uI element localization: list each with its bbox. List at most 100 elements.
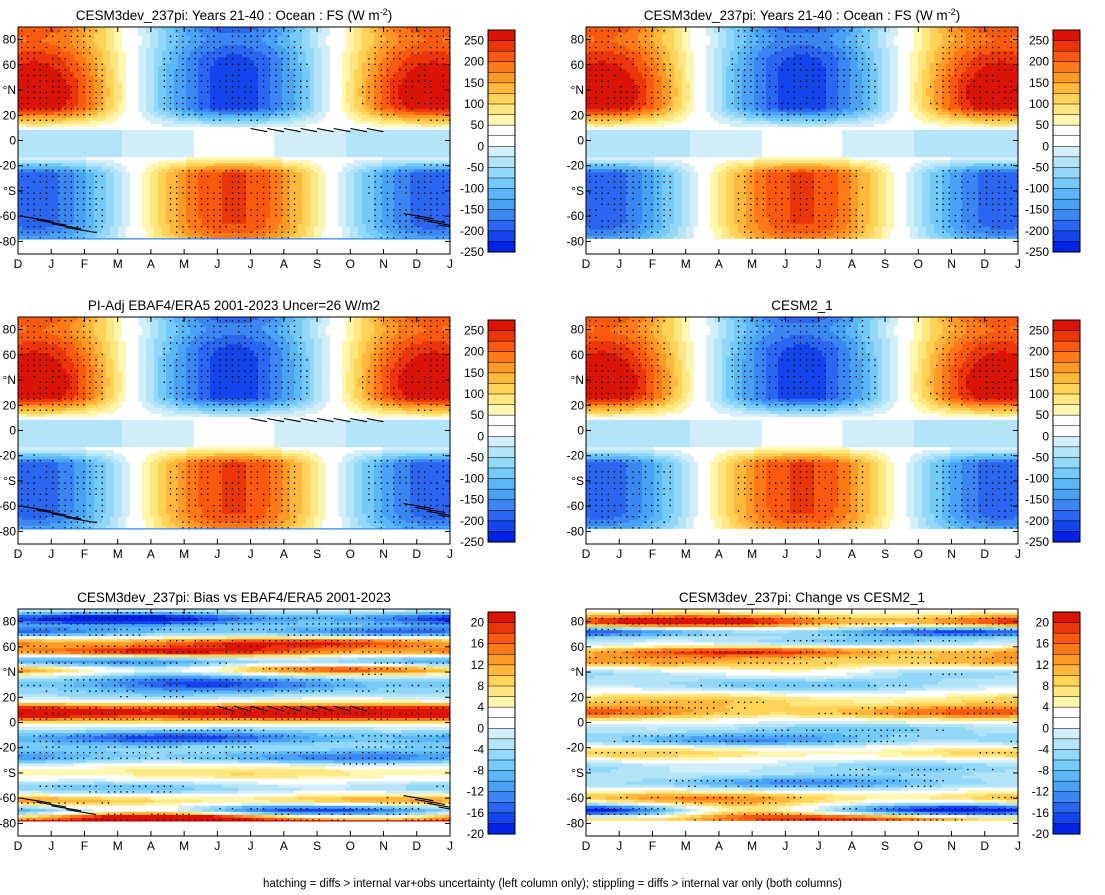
x-tick-label: S bbox=[881, 547, 889, 561]
x-tick-label: N bbox=[379, 547, 388, 561]
x-tick-label: J bbox=[616, 257, 622, 271]
y-axis: 80 60 °N 20 0 -20 °S -60 -80 bbox=[567, 33, 1018, 248]
y-tick-label: 60 bbox=[571, 640, 585, 654]
colorbar-segment bbox=[487, 457, 516, 469]
x-tick-label: F bbox=[81, 839, 88, 853]
colorbar-segment bbox=[1052, 103, 1081, 116]
colorbar-segment bbox=[487, 198, 516, 211]
x-tick-label: N bbox=[947, 839, 956, 853]
colorbar-segment bbox=[1052, 717, 1081, 729]
x-tick-label: F bbox=[649, 839, 656, 853]
colorbar: 250 200 150 100 50 0 -50 -100 -150 -200 -250 bbox=[460, 319, 516, 549]
hatching bbox=[21, 705, 450, 816]
colorbar-segment bbox=[1052, 50, 1081, 63]
colorbar-segment bbox=[1052, 209, 1081, 221]
colorbar-segment bbox=[487, 414, 516, 427]
colorbar-segment bbox=[1052, 823, 1081, 835]
colorbar-segment bbox=[487, 499, 516, 511]
colorbar-label: -12 bbox=[467, 785, 485, 799]
colorbar-segment bbox=[487, 103, 516, 116]
x-tick-label: J bbox=[616, 547, 622, 561]
y-tick-label: -80 bbox=[0, 816, 16, 830]
x-tick-label: D bbox=[582, 839, 591, 853]
colorbar-segment bbox=[1052, 29, 1081, 42]
y-tick-label: 80 bbox=[3, 33, 17, 47]
y-tick-label: -20 bbox=[0, 449, 16, 463]
colorbar-label: 100 bbox=[464, 97, 484, 111]
colorbar-segment bbox=[1052, 488, 1081, 501]
x-tick-label: J bbox=[1015, 257, 1021, 271]
colorbar-segment bbox=[1052, 510, 1081, 522]
hatching bbox=[21, 127, 450, 234]
colorbar-segment bbox=[487, 446, 516, 458]
x-tick-label: J bbox=[48, 257, 54, 271]
x-tick-label: D bbox=[980, 257, 989, 271]
colorbar-segment bbox=[487, 696, 516, 708]
x-tick-label: J bbox=[816, 257, 822, 271]
y-axis: 80 60 °N 20 0 -20 °S -60 -80 bbox=[567, 323, 1018, 538]
x-tick-label: A bbox=[280, 839, 288, 853]
y-tick-label: 0 bbox=[577, 716, 584, 730]
y-tick-label: -60 bbox=[0, 791, 16, 805]
colorbar-segment bbox=[487, 520, 516, 532]
colorbar-segment bbox=[487, 340, 516, 353]
y-tick-label: -80 bbox=[567, 524, 585, 538]
y-tick-label: 60 bbox=[571, 348, 585, 362]
colorbar-segment bbox=[487, 738, 516, 750]
stippling bbox=[21, 320, 450, 529]
colorbar-label: 4 bbox=[477, 700, 484, 714]
y-tick-label: -20 bbox=[567, 159, 585, 173]
colorbar-segment bbox=[1052, 812, 1081, 824]
colorbar-segment bbox=[1052, 230, 1081, 242]
x-tick-label: J bbox=[782, 547, 788, 561]
x-tick-label: M bbox=[681, 839, 691, 853]
y-axis: 80 60 °N 20 0 -20 °S -60 -80 bbox=[0, 615, 450, 830]
x-tick-label: D bbox=[14, 547, 23, 561]
colorbar-segment bbox=[1052, 198, 1081, 211]
colorbar-segment bbox=[487, 643, 516, 655]
x-tick-label: O bbox=[914, 839, 923, 853]
colorbar-segment bbox=[1052, 135, 1081, 147]
colorbar-label: -250 bbox=[460, 245, 484, 259]
stippling bbox=[21, 30, 450, 239]
y-tick-label: 0 bbox=[9, 424, 16, 438]
y-tick-label: -80 bbox=[567, 816, 585, 830]
x-tick-label: F bbox=[81, 257, 88, 271]
stippling bbox=[589, 320, 1018, 529]
panel-title: CESM3dev_237pi: Years 21-40 : Ocean : FS… bbox=[76, 7, 392, 23]
x-tick-label: A bbox=[848, 839, 856, 853]
colorbar-label: 250 bbox=[1029, 324, 1049, 338]
colorbar-segment bbox=[1052, 93, 1081, 105]
colorbar-segment bbox=[487, 467, 516, 480]
colorbar-segment bbox=[487, 611, 516, 624]
y-tick-label: -80 bbox=[0, 524, 16, 538]
x-tick-label: A bbox=[147, 257, 155, 271]
colorbar-segment bbox=[487, 436, 516, 448]
colorbar-segment bbox=[487, 230, 516, 242]
heatmap-cells bbox=[586, 27, 1018, 254]
colorbar-label: 12 bbox=[471, 658, 485, 672]
x-tick-label: D bbox=[582, 257, 591, 271]
colorbar-segment bbox=[487, 510, 516, 522]
colorbar-segment bbox=[487, 812, 516, 824]
colorbar-segment bbox=[487, 146, 516, 158]
colorbar-segment bbox=[487, 531, 516, 543]
colorbar-segment bbox=[1052, 362, 1081, 374]
panel-title: CESM3dev_237pi: Years 21-40 : Ocean : FS… bbox=[644, 7, 960, 23]
colorbar-segment bbox=[1052, 220, 1081, 232]
colorbar-label: 16 bbox=[471, 637, 485, 651]
x-tick-label: D bbox=[412, 547, 421, 561]
colorbar-label: 20 bbox=[1036, 616, 1050, 630]
colorbar-segment bbox=[487, 114, 516, 126]
colorbar-segment bbox=[1052, 146, 1081, 158]
y-tick-label: -60 bbox=[0, 499, 16, 513]
colorbar-label: -150 bbox=[1025, 493, 1049, 507]
x-tick-label: J bbox=[48, 839, 54, 853]
figure-footnote: hatching = diffs > internal var+obs unce… bbox=[0, 878, 1105, 890]
colorbar-segment bbox=[487, 188, 516, 200]
x-tick-label: M bbox=[179, 547, 189, 561]
